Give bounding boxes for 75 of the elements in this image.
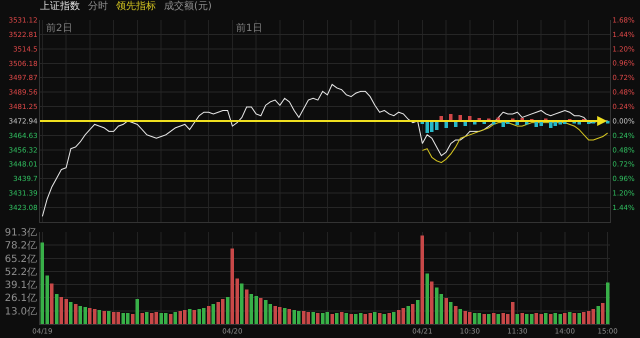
bar [563, 312, 567, 324]
bar [444, 298, 448, 324]
bar [107, 310, 111, 324]
bar [487, 314, 491, 324]
bar [373, 312, 377, 324]
bar [516, 314, 520, 324]
bar [392, 312, 396, 324]
bar [102, 310, 106, 324]
y-tick-label: 13.0亿 [4, 306, 37, 318]
bar [382, 314, 386, 324]
bar [458, 308, 462, 324]
annotation: 前1日 [236, 22, 262, 34]
bar [482, 314, 486, 324]
bar [406, 306, 410, 324]
bar [520, 312, 524, 324]
bar [98, 310, 102, 324]
bar [430, 282, 434, 324]
bar [425, 274, 429, 324]
bar [130, 314, 134, 324]
line-series [42, 84, 608, 217]
bar [288, 308, 292, 324]
bar [568, 312, 572, 324]
bar [50, 284, 54, 324]
y-tick-label: 91.3亿 [4, 228, 37, 238]
bar [454, 306, 458, 324]
bar [411, 304, 415, 324]
bar [544, 312, 548, 324]
bar [496, 314, 500, 324]
text: 领先指标 [116, 1, 156, 13]
bar [577, 312, 581, 324]
bar [596, 306, 600, 324]
bar [212, 304, 216, 324]
annotation: 前2日 [46, 22, 72, 34]
bar [449, 302, 453, 324]
y-tick-label: 26.1亿 [4, 293, 37, 304]
bar [240, 284, 244, 324]
bar [168, 314, 172, 324]
bar [601, 302, 605, 324]
bar [340, 312, 344, 324]
bar [330, 314, 334, 324]
bar [548, 314, 552, 324]
bar [344, 312, 348, 324]
bar [226, 296, 230, 324]
line-series [422, 122, 608, 164]
bar [192, 310, 196, 324]
bar [606, 282, 610, 324]
bar [259, 298, 263, 324]
text: 分时 [88, 1, 108, 13]
y-tick-label: 78.2亿 [4, 240, 37, 252]
bar [69, 302, 73, 324]
bar [349, 314, 353, 324]
bar [174, 312, 178, 324]
bar [244, 290, 248, 324]
bar [145, 312, 149, 324]
bar [387, 312, 391, 324]
bar [282, 308, 286, 324]
bar [572, 312, 576, 324]
y-tick-label: 52.2亿 [4, 266, 37, 278]
bar [311, 312, 315, 324]
bar [206, 306, 210, 324]
bar [140, 312, 144, 324]
y-tick-label: 65.2亿 [4, 254, 37, 265]
bar [54, 294, 58, 324]
bar [420, 235, 424, 324]
bar [492, 312, 496, 324]
bar [188, 308, 192, 324]
bar [378, 312, 382, 324]
bar [316, 312, 320, 324]
text: 上证指数 [40, 1, 80, 13]
bar [136, 298, 140, 324]
y-tick-label: 39.1亿 [4, 280, 37, 292]
bar [416, 300, 420, 324]
bar [335, 312, 339, 324]
text: 成交额(元) [164, 1, 212, 13]
bar [74, 304, 78, 324]
